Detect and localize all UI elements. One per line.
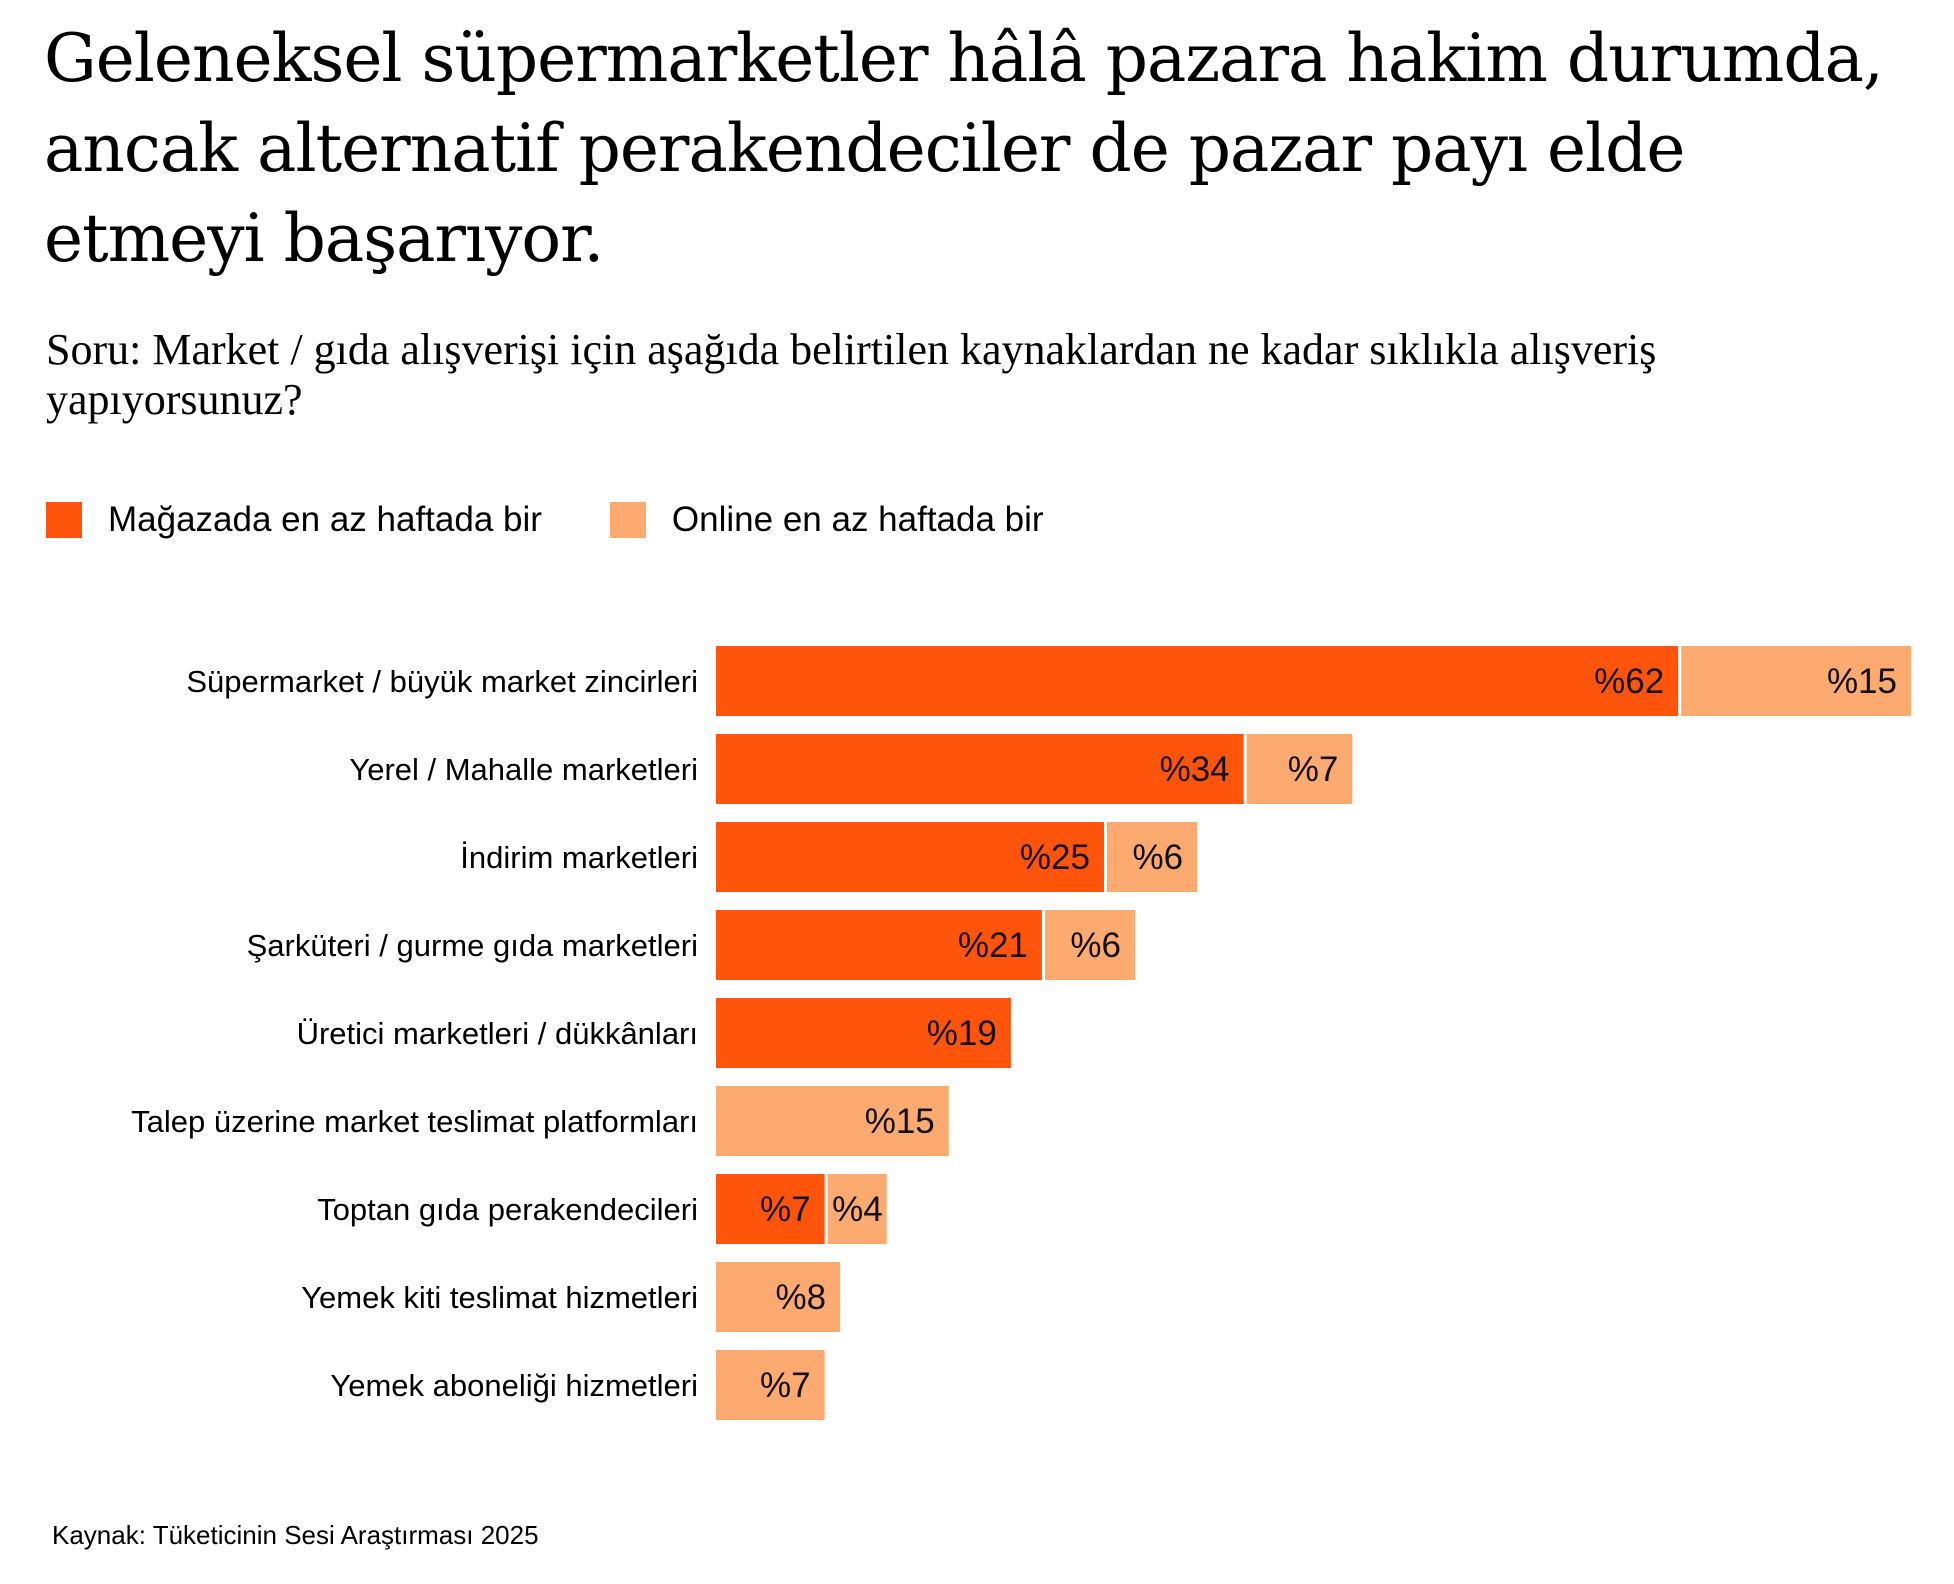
data-label: %8 [776, 1278, 827, 1317]
category-label: Üretici marketleri / dükkânları [297, 1016, 698, 1051]
legend-swatch-instore [46, 502, 82, 538]
category-label: Süpermarket / büyük market zincirleri [186, 664, 698, 699]
data-label: %15 [1827, 662, 1897, 701]
legend-label-online: Online en az haftada bir [671, 500, 1044, 539]
bar-online [1681, 646, 1911, 716]
bar-online [716, 1086, 949, 1156]
legend-item-instore: Mağazada en az haftada bir [46, 500, 542, 540]
bar-instore [716, 646, 1679, 716]
legend-item-online: Online en az haftada bir [609, 500, 1044, 540]
category-label: Yemek kiti teslimat hizmetleri [301, 1280, 698, 1315]
bar-online [716, 1262, 841, 1332]
bar-online [827, 1174, 887, 1244]
data-label: %25 [1020, 838, 1090, 877]
bar-instore [716, 910, 1042, 980]
category-label: Yerel / Mahalle marketleri [349, 752, 698, 787]
source-note: Kaynak: Tüketicinin Sesi Araştırması 202… [52, 1520, 539, 1550]
bar-instore [716, 734, 1244, 804]
legend-label-instore: Mağazada en az haftada bir [108, 500, 542, 539]
bar-online [1246, 734, 1353, 804]
data-label: %34 [1160, 750, 1230, 789]
bar-chart: Süpermarket / büyük market zincirleri %62… [131, 646, 1911, 1420]
category-label: Yemek aboneliği hizmetleri [330, 1368, 698, 1403]
data-label: %19 [927, 1014, 997, 1053]
data-label: %4 [832, 1190, 883, 1229]
legend-swatch-online [609, 502, 646, 538]
legend: Mağazada en az haftada bir Online en az … [46, 500, 1112, 540]
chart-title: Geleneksel süpermarketler hâlâ pazara ha… [44, 20, 1884, 277]
bar-online [1044, 910, 1136, 980]
data-label: %7 [760, 1366, 811, 1405]
bar-instore [716, 1174, 825, 1244]
bar-instore [716, 822, 1104, 892]
data-label: %15 [865, 1102, 935, 1141]
category-label: İndirim marketleri [460, 840, 698, 875]
category-label: Talep üzerine market teslimat platformla… [131, 1104, 698, 1139]
bar-online [1106, 822, 1198, 892]
data-label: %6 [1070, 926, 1121, 965]
bar-online [716, 1350, 825, 1420]
category-label: Toptan gıda perakendecileri [317, 1192, 698, 1227]
bar-instore [716, 998, 1011, 1068]
chart-subtitle: Soru: Market / gıda alışverişi için aşağ… [46, 325, 1657, 424]
data-label: %7 [1288, 750, 1339, 789]
data-label: %7 [760, 1190, 811, 1229]
category-label: Şarküteri / gurme gıda marketleri [247, 928, 698, 963]
data-label: %21 [958, 926, 1028, 965]
data-label: %6 [1133, 838, 1184, 877]
data-label: %62 [1594, 662, 1664, 701]
